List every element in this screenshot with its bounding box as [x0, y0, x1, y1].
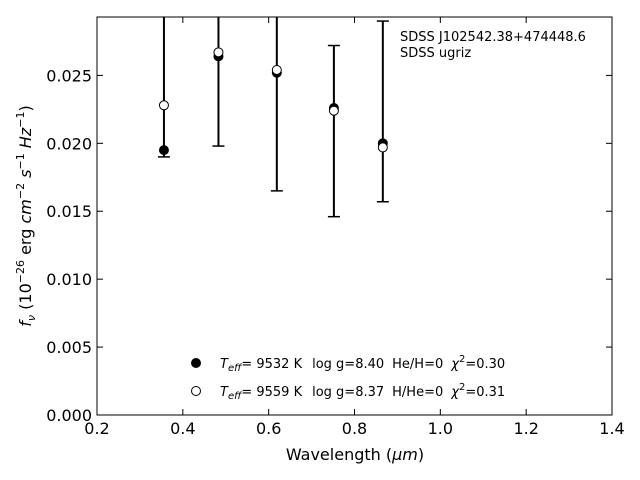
point-open-1	[213, 47, 224, 58]
plot-frame	[96, 16, 613, 416]
point-open-2	[271, 64, 282, 75]
x-tick-label-4: 1.0	[428, 419, 453, 438]
x-tick-label-0: 0.2	[84, 419, 109, 438]
annotation-photometry: SDSS ugriz	[400, 46, 471, 61]
error-bars	[157, 17, 389, 218]
y-tick-label-0: 0.000	[46, 406, 92, 425]
y-tick-label-4: 0.020	[46, 134, 92, 153]
x-tick-label-1: 0.4	[170, 419, 195, 438]
legend-marker-filled	[191, 358, 201, 368]
legend-marker-open	[191, 386, 201, 396]
x-axis-ticks: 0.2 0.4 0.6 0.8 1.0 1.2 1.4	[84, 17, 625, 438]
data-markers	[158, 47, 388, 156]
y-axis-ticks: 0.000 0.005 0.010 0.015 0.020 0.025	[46, 66, 612, 425]
x-axis-label: Wavelength (μm)	[286, 445, 424, 464]
point-open-4	[377, 142, 388, 153]
x-tick-label-6: 1.4	[599, 419, 624, 438]
annotation-object-name: SDSS J102542.38+474448.6	[400, 30, 586, 45]
x-tick-label-5: 1.2	[513, 419, 538, 438]
point-open-3	[328, 105, 339, 116]
y-tick-label-1: 0.005	[46, 338, 92, 357]
y-tick-label-3: 0.015	[46, 202, 92, 221]
y-tick-label-2: 0.010	[46, 270, 92, 289]
y-axis-label: fν (10−26 erg cm−2 s−1 Hz−1)	[14, 105, 38, 326]
x-tick-label-2: 0.6	[256, 419, 281, 438]
point-open-0	[158, 100, 169, 111]
x-tick-label-3: 0.8	[342, 419, 367, 438]
y-tick-label-5: 0.025	[46, 66, 92, 85]
point-filled-0	[158, 145, 169, 156]
